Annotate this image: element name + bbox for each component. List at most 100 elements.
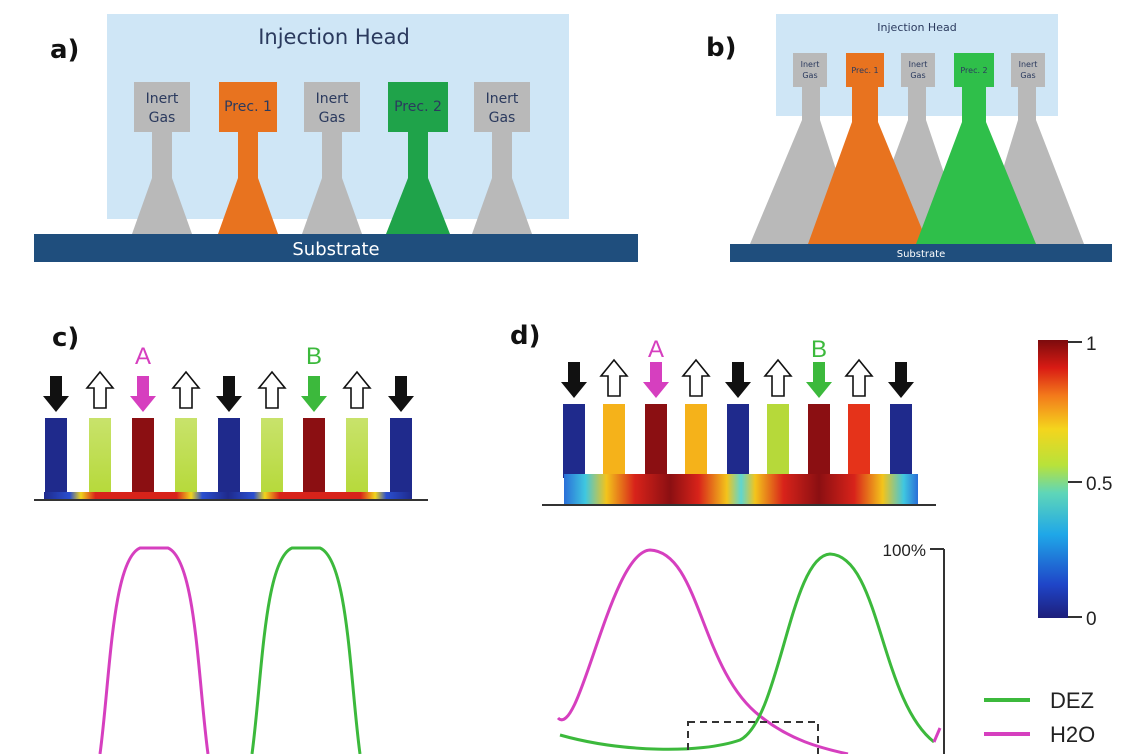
panel-b-inlets: Inert Gas Prec. 1 Inert Gas Prec. 2 Iner… (793, 53, 1045, 87)
panel-d-arrow-down-icon (806, 362, 832, 398)
panel-d-base-gradient (564, 474, 918, 504)
panel-b-substrate-label: Substrate (897, 249, 945, 260)
panel-d-channel (563, 404, 585, 478)
panel-c-tag: c) (52, 323, 79, 353)
panel-b-inlet-5-label-2: Gas (1020, 71, 1035, 80)
panel-b-inlet-1-label: Inert (801, 60, 820, 69)
colorbar-tick-05-label: 0.5 (1086, 474, 1112, 495)
colorbar-tick-0-label: 0 (1086, 609, 1097, 630)
panel-a-inlet-4 (388, 82, 448, 132)
panel-c-arrow-down-icon (301, 376, 327, 412)
panel-c-channel (89, 418, 111, 494)
panel-a-inlet-3-label-2: Gas (319, 110, 346, 126)
panel-c-arrow-down-icon (130, 376, 156, 412)
panel-d-channel (890, 404, 912, 478)
panel-d-h2o-curve (556, 548, 849, 754)
colorbar-gradient (1038, 340, 1068, 618)
panel-b: b) Injection Head Inert Gas Prec. 1 Iner… (706, 14, 1112, 262)
panel-c-arrow-up-icon (85, 370, 115, 409)
panel-d-arrow-up-icon (844, 358, 874, 397)
panel-b-inlet-3 (901, 53, 935, 87)
colorbar: 1 0.5 0 (1038, 334, 1112, 630)
panel-c-channel (175, 418, 197, 494)
panel-a-inlet-5-label-2: Gas (489, 110, 516, 126)
panel-d-arrow-up-icon (599, 358, 629, 397)
panel-a-inlets: Inert Gas Prec. 1 Inert Gas Prec. 2 Iner… (134, 82, 530, 132)
panel-c-channel (261, 418, 283, 494)
panel-a-substrate-label: Substrate (292, 239, 379, 260)
panel-d: d) A B 100% (510, 321, 945, 754)
panel-a-inlet-3-label: Inert (316, 91, 349, 107)
panel-b-substrate (730, 244, 1112, 262)
panel-b-inlet-4 (954, 53, 994, 87)
panel-c-label-a: A (135, 343, 151, 370)
panel-d-arrow-down-icon (725, 362, 751, 398)
panel-c-channel (218, 418, 240, 494)
panel-c-channel (132, 418, 154, 494)
panel-d-label-b: B (811, 336, 827, 363)
colorbar-tick-1-label: 1 (1086, 334, 1097, 355)
panel-c-dez-curve (250, 546, 362, 754)
legend-dez-label: DEZ (1050, 688, 1094, 713)
panel-c-channel (390, 418, 412, 494)
panel-a-inlet-1-label-2: Gas (149, 110, 176, 126)
panel-d-channel (767, 404, 789, 478)
panel-c-arrow-up-icon (171, 370, 201, 409)
panel-d-channels (563, 404, 912, 478)
panel-a-inlet-3 (304, 82, 360, 132)
panel-b-inlet-3-label: Inert (909, 60, 928, 69)
panel-b-head-label: Injection Head (877, 21, 956, 34)
panel-d-channel (727, 404, 749, 478)
panel-d-channel (685, 404, 707, 478)
panel-a-inlet-2 (219, 82, 277, 132)
panel-c-channel (45, 418, 67, 494)
panel-c-channels (45, 418, 412, 494)
panel-b-nozzle-4 (916, 86, 1036, 244)
panel-a-head-label: Injection Head (258, 25, 410, 49)
panel-c-h2o-curve (98, 546, 210, 754)
panel-b-inlet-5 (1011, 53, 1045, 87)
panel-c-channel (303, 418, 325, 494)
panel-c-arrow-up-icon (342, 370, 372, 409)
panel-c-arrow-down-icon (216, 376, 242, 412)
panel-d-label-a: A (648, 336, 664, 363)
panel-d-arrow-down-icon (643, 362, 669, 398)
panel-a-substrate (34, 234, 638, 262)
legend: DEZ H2O (984, 688, 1095, 747)
panel-d-channel (645, 404, 667, 478)
panel-b-inlet-1-label-2: Gas (802, 71, 817, 80)
panel-a-inlet-2-label: Prec. 1 (224, 99, 272, 115)
panel-d-channel (603, 404, 625, 478)
panel-b-nozzle-2 (808, 86, 928, 244)
panel-d-arrow-down-icon (561, 362, 587, 398)
panel-d-channel (808, 404, 830, 478)
panel-b-inlet-4-label: Prec. 2 (960, 66, 987, 75)
panel-d-dez-curve (559, 552, 935, 751)
panel-d-arrow-up-icon (681, 358, 711, 397)
legend-h2o-label: H2O (1050, 722, 1095, 747)
panel-a-tag: a) (50, 35, 79, 65)
panel-a-inlet-1 (134, 82, 190, 132)
panel-a-nozzle-3 (302, 132, 362, 234)
panel-b-nozzles (750, 86, 1084, 244)
panel-d-tag: d) (510, 321, 541, 351)
panel-c: c) A B (34, 323, 428, 754)
panel-c-label-b: B (306, 343, 322, 370)
panel-d-h2o-curve-tail (932, 727, 942, 743)
panel-a-nozzles (132, 132, 532, 234)
panel-d-channel (848, 404, 870, 478)
panel-d-arrows (561, 358, 914, 398)
panel-a-inlet-5 (474, 82, 530, 132)
panel-b-inlet-2 (846, 53, 884, 87)
panel-c-arrows (43, 370, 414, 412)
panel-c-base-gradient (44, 492, 412, 500)
panel-d-overlap-box (687, 721, 819, 754)
panel-d-arrow-down-icon (888, 362, 914, 398)
panel-b-inlet-1 (793, 53, 827, 87)
panel-c-channel (346, 418, 368, 494)
panel-c-arrow-down-icon (43, 376, 69, 412)
panel-a-inlet-5-label: Inert (486, 91, 519, 107)
panel-b-inlet-5-label: Inert (1019, 60, 1038, 69)
panel-a-nozzle-4 (386, 132, 450, 234)
